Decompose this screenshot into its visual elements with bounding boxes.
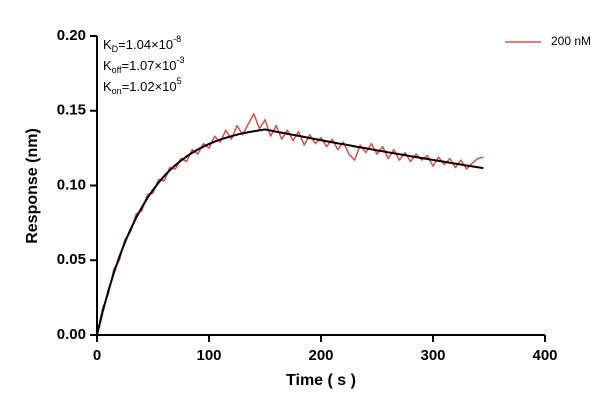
annotation: Koff=1.07×10-3 — [103, 55, 184, 75]
annotation-text: =1.04×10 — [118, 37, 173, 52]
annotation: Kon=1.02×105 — [103, 76, 182, 96]
annotation-sup: -3 — [176, 55, 184, 65]
annotation-symbol: K — [103, 37, 112, 52]
annotation-sup: 5 — [177, 76, 182, 86]
x-tick-label: 100 — [196, 347, 221, 364]
x-tick-label: 0 — [93, 347, 101, 364]
y-tick-label: 0.10 — [57, 176, 86, 193]
y-tick-label: 0.05 — [57, 251, 86, 268]
fit-line — [96, 128, 484, 336]
x-tick-label: 300 — [420, 347, 445, 364]
x-tick-label: 200 — [308, 347, 333, 364]
y-axis-label: Response (nm) — [24, 128, 41, 244]
annotation-text: =1.02×10 — [122, 79, 177, 94]
legend-label: 200 nM — [551, 34, 591, 48]
y-tick-label: 0.15 — [57, 102, 86, 119]
annotation-sub: off — [112, 65, 122, 75]
annotation-sub: on — [112, 86, 122, 96]
annotation-symbol: K — [103, 58, 112, 73]
x-tick-label: 400 — [532, 347, 557, 364]
y-tick-label: 0.00 — [57, 326, 86, 343]
annotation-symbol: K — [103, 79, 112, 94]
annotation-sup: -8 — [173, 34, 181, 44]
y-tick-label: 0.20 — [57, 27, 86, 44]
data-line — [96, 112, 484, 336]
annotation: KD=1.04×10-8 — [103, 34, 181, 54]
x-axis-label: Time ( s ) — [286, 372, 356, 389]
annotation-text: =1.07×10 — [122, 58, 177, 73]
annotation-sub: D — [112, 44, 119, 54]
